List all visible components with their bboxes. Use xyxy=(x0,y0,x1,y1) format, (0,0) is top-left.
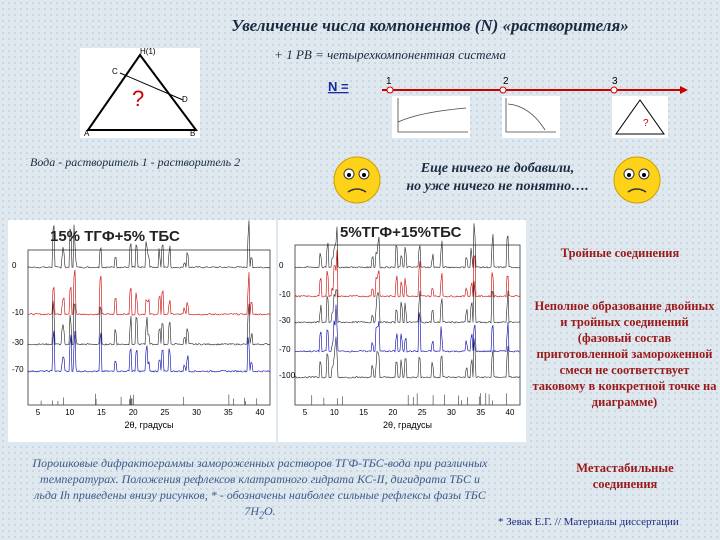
reference: * Зевак Е.Г. // Материалы диссертации xyxy=(498,516,679,528)
caption-end: O. xyxy=(264,504,276,518)
plot-frame xyxy=(294,244,521,406)
note: Тройные соединения xyxy=(560,246,680,260)
x-label: 20 xyxy=(129,408,138,417)
note: Метастабильные соединения xyxy=(576,461,674,491)
n-step: 3 xyxy=(612,76,618,87)
y-label: -10 xyxy=(12,308,24,317)
triangle-cut xyxy=(119,72,184,101)
y-label: 0 xyxy=(12,261,17,270)
tri-a: А xyxy=(84,129,90,138)
trace xyxy=(294,249,521,298)
tri-left: С xyxy=(112,67,118,76)
panel-bg xyxy=(278,220,526,442)
n-arrow xyxy=(680,86,688,94)
y-label: -100 xyxy=(279,371,296,380)
x-label: 40 xyxy=(256,408,265,417)
comment-line: Еще ничего не добавили, xyxy=(420,161,575,176)
tri-right: D xyxy=(182,95,188,104)
tri-b: В xyxy=(190,129,195,138)
subtitle: + 1 РВ = четырехкомпонентная система xyxy=(274,47,506,62)
x-label: 35 xyxy=(476,408,485,417)
trace xyxy=(27,220,270,269)
trace xyxy=(294,304,521,353)
triangle-box xyxy=(80,48,200,138)
panel-bg xyxy=(8,220,276,442)
smiley xyxy=(333,156,381,204)
panel-title: 5%ТГФ+15%ТБС xyxy=(340,224,462,241)
y-label: -70 xyxy=(12,365,24,374)
x-label: 5 xyxy=(36,408,41,417)
title: Увеличение числа компонентов (N) «раство… xyxy=(231,16,629,35)
tri-q: ? xyxy=(132,86,144,111)
mini-2 xyxy=(502,96,560,138)
mini-curve xyxy=(397,98,468,133)
x-label: 30 xyxy=(447,408,456,417)
mini-q: ? xyxy=(643,118,649,129)
triangle-caption: Вода - растворитель 1 - растворитель 2 xyxy=(30,155,241,169)
note: Неполное образование двойных и тройных с… xyxy=(532,299,717,409)
mini-triangle xyxy=(615,99,665,135)
trace xyxy=(27,330,271,373)
plot-frame xyxy=(27,249,271,406)
traces: 0 -10 -30 -70 5 10 15 20 25 30 35 40 2θ, градусы 0 -10… xyxy=(12,220,521,430)
caption-sub: 2 xyxy=(259,510,264,522)
y-label: -10 xyxy=(279,290,291,299)
caption-text: Порошковые дифрактограммы замороженных р… xyxy=(32,456,488,518)
trace xyxy=(294,223,521,269)
n-label: N = xyxy=(328,79,349,94)
n-dot xyxy=(386,86,394,94)
n-step: 2 xyxy=(503,76,509,87)
y-label: -70 xyxy=(279,345,291,354)
triangle xyxy=(86,53,198,131)
x-label: 5 xyxy=(303,408,308,417)
x-label: 25 xyxy=(160,408,169,417)
mini-3 xyxy=(612,96,668,138)
trace xyxy=(294,280,521,324)
x-label: 10 xyxy=(330,408,339,417)
n-step: 1 xyxy=(386,76,392,87)
x-label: 25 xyxy=(418,408,427,417)
x-label: 30 xyxy=(192,408,201,417)
tri-top: Н(1) xyxy=(140,47,156,56)
trace xyxy=(27,300,271,346)
x-title: 2θ, градусы xyxy=(383,420,432,430)
trace xyxy=(27,269,270,316)
y-label: -30 xyxy=(279,316,291,325)
n-dot xyxy=(499,86,507,94)
x-label: 40 xyxy=(506,408,515,417)
trace xyxy=(294,336,521,379)
mini-curve xyxy=(505,98,556,133)
x-label: 15 xyxy=(359,408,368,417)
x-label: 35 xyxy=(224,408,233,417)
x-title: 2θ, градусы xyxy=(125,420,174,430)
smiley xyxy=(613,156,661,204)
x-label: 10 xyxy=(65,408,74,417)
x-label: 20 xyxy=(388,408,397,417)
comment-line: но уже ничего не понятно…. xyxy=(406,179,589,194)
y-label: -30 xyxy=(12,338,24,347)
comment: Еще ничего не добавили, но уже ничего не … xyxy=(390,160,605,196)
panel-title: 15% ТГФ+5% ТБС xyxy=(50,228,180,245)
x-label: 15 xyxy=(97,408,106,417)
n-dot xyxy=(610,86,618,94)
caption: Порошковые дифрактограммы замороженных р… xyxy=(30,455,490,524)
y-label: 0 xyxy=(279,261,284,270)
mini-1 xyxy=(392,96,470,138)
